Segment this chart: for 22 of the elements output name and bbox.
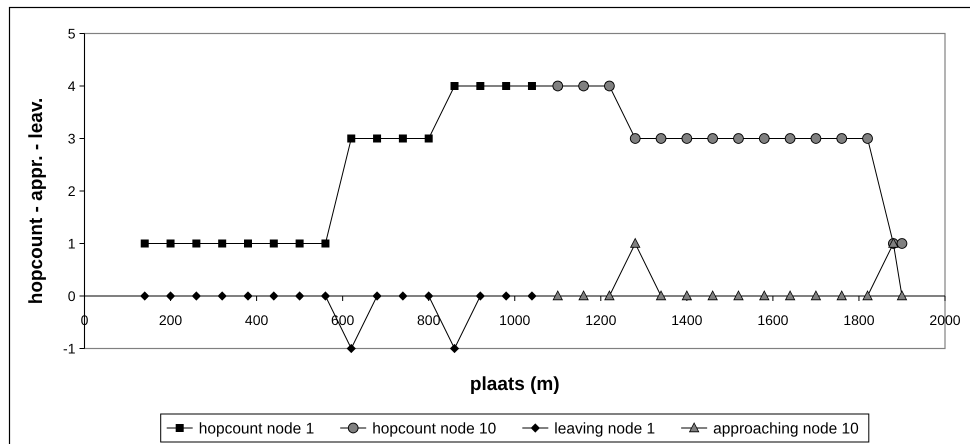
y-tick-label: 4	[68, 78, 76, 94]
x-axis-title: plaats (m)	[470, 374, 560, 395]
legend-label: hopcount node 10	[372, 420, 497, 438]
x-tick-label: 1200	[585, 312, 617, 328]
legend-label: leaving node 1	[554, 420, 656, 438]
x-tick-label: 1600	[757, 312, 789, 328]
x-tick-label: 2000	[929, 312, 961, 328]
x-tick-label: 200	[158, 312, 182, 328]
x-tick-label: 1000	[499, 312, 531, 328]
y-tick-label: 0	[68, 288, 76, 304]
y-tick-label: 5	[68, 25, 76, 42]
y-tick-label: 3	[68, 130, 76, 146]
x-tick-label: 1800	[843, 312, 875, 328]
y-axis-title: hopcount - appr. - leav.	[26, 98, 47, 304]
legend-label: hopcount node 1	[198, 420, 314, 438]
x-tick-label: 1400	[671, 312, 703, 328]
y-tick-label: 2	[68, 182, 76, 199]
x-tick-label: 400	[244, 312, 268, 328]
legend-label: approaching node 10	[713, 420, 860, 438]
x-tick-label: 800	[417, 312, 441, 328]
y-tick-label: -1	[63, 340, 76, 356]
y-tick-label: 1	[68, 235, 76, 252]
